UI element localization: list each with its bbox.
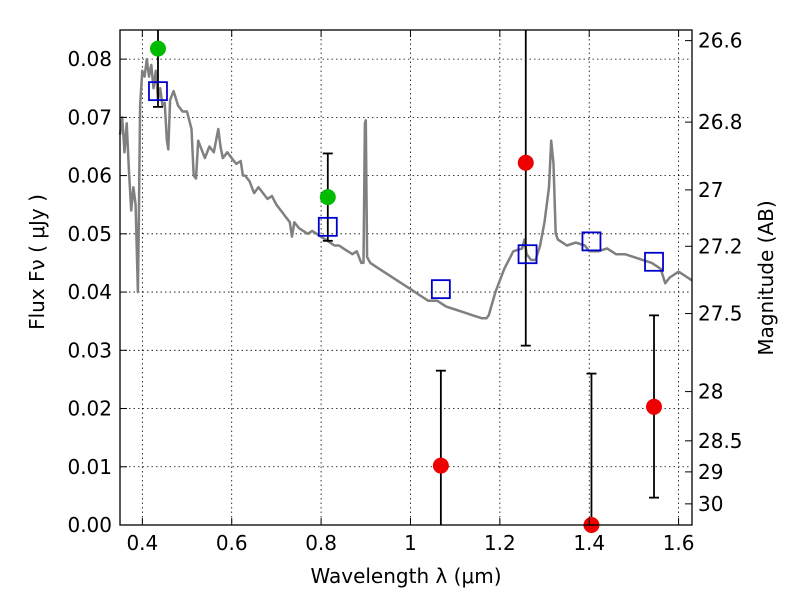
y-axis-label: Flux Fν ( μJy ) — [25, 194, 49, 330]
bandpass-square-marker — [317, 216, 338, 237]
markers — [148, 40, 664, 533]
x-tick-label: 0.6 — [216, 531, 248, 555]
x-axis-label: Wavelength λ (μm) — [310, 564, 501, 588]
mag-tick-label: 26.8 — [698, 110, 743, 134]
bandpass-square-marker — [517, 244, 538, 265]
y-tick-label: 0.00 — [67, 513, 112, 537]
y-tick-label: 0.03 — [67, 338, 112, 362]
mag-tick-label: 26.6 — [698, 29, 743, 53]
mag-tick-label: 27.5 — [698, 302, 743, 326]
plot-area-frame — [119, 29, 693, 526]
mag-tick-label: 29 — [698, 460, 723, 484]
y-tick-label: 0.02 — [67, 397, 112, 421]
mag-tick-label: 30 — [698, 492, 723, 516]
bandpass-square-marker — [644, 251, 664, 272]
mag-tick-label: 28 — [698, 380, 723, 404]
x-tick-label: 0.8 — [305, 531, 337, 555]
spectrum-line — [118, 57, 693, 320]
bandpass-square-marker — [148, 81, 168, 102]
mag-tick-label: 27 — [698, 178, 723, 202]
y-tick-label: 0.01 — [67, 455, 112, 479]
bandpass-square-marker — [430, 279, 451, 300]
y-tick-label: 0.06 — [67, 164, 112, 188]
x-tick-label: 1.6 — [663, 531, 695, 555]
spectrum-series — [118, 57, 693, 320]
nondetection-point — [646, 398, 663, 415]
detection-point — [319, 189, 336, 206]
nondetection-point — [517, 154, 534, 171]
axes: 0.4 0.6 0.8 1 1.2 1.4 1.6 0.00 0.01 0.02 0.03 0.04 0… — [67, 29, 742, 555]
mag-tick-label: 28.5 — [698, 429, 743, 453]
error-bars — [152, 30, 660, 525]
bandpass-square-marker — [581, 231, 602, 252]
grid-lines — [120, 30, 692, 526]
x-tick-label: 0.4 — [126, 531, 158, 555]
nondetection-point — [432, 457, 449, 474]
x-tick-label: 1.2 — [484, 531, 516, 555]
magnitude-axis-label: Magnitude (AB) — [754, 200, 778, 355]
y-tick-label: 0.08 — [67, 47, 112, 71]
detection-point — [149, 40, 166, 57]
x-tick-label: 1.4 — [573, 531, 605, 555]
y-tick-label: 0.04 — [67, 280, 112, 304]
y-tick-label: 0.07 — [67, 105, 112, 129]
x-tick-label: 1 — [404, 531, 417, 555]
y-tick-label: 0.05 — [67, 222, 112, 246]
mag-tick-label: 27.2 — [698, 234, 743, 258]
